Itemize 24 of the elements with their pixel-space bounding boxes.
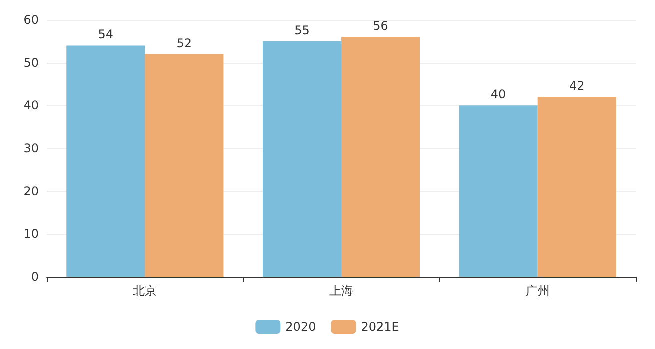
y-tick-label: 50 — [24, 56, 39, 70]
data-label: 56 — [373, 19, 388, 34]
data-label: 55 — [294, 23, 310, 38]
y-tick-label: 0 — [31, 270, 39, 284]
bar — [342, 37, 420, 277]
data-label: 54 — [98, 28, 114, 42]
y-tick-label: 30 — [24, 142, 39, 156]
data-label: 42 — [569, 79, 585, 94]
bar — [538, 97, 616, 277]
data-label: 40 — [490, 88, 506, 102]
y-tick-label: 20 — [24, 184, 39, 198]
bar — [262, 41, 342, 277]
x-tick-label: 广州 — [526, 284, 550, 298]
legend-label: 2021E — [361, 320, 400, 334]
legend-label: 2020 — [286, 320, 316, 334]
bar — [459, 106, 538, 277]
bar — [145, 54, 224, 277]
data-label: 52 — [176, 36, 192, 50]
y-tick-label: 10 — [24, 227, 39, 242]
x-tick-label: 上海 — [330, 284, 354, 298]
bar — [66, 46, 146, 277]
y-tick-label: 40 — [24, 98, 39, 113]
x-tick-label: 北京 — [133, 284, 158, 298]
y-tick-label: 60 — [24, 13, 39, 27]
